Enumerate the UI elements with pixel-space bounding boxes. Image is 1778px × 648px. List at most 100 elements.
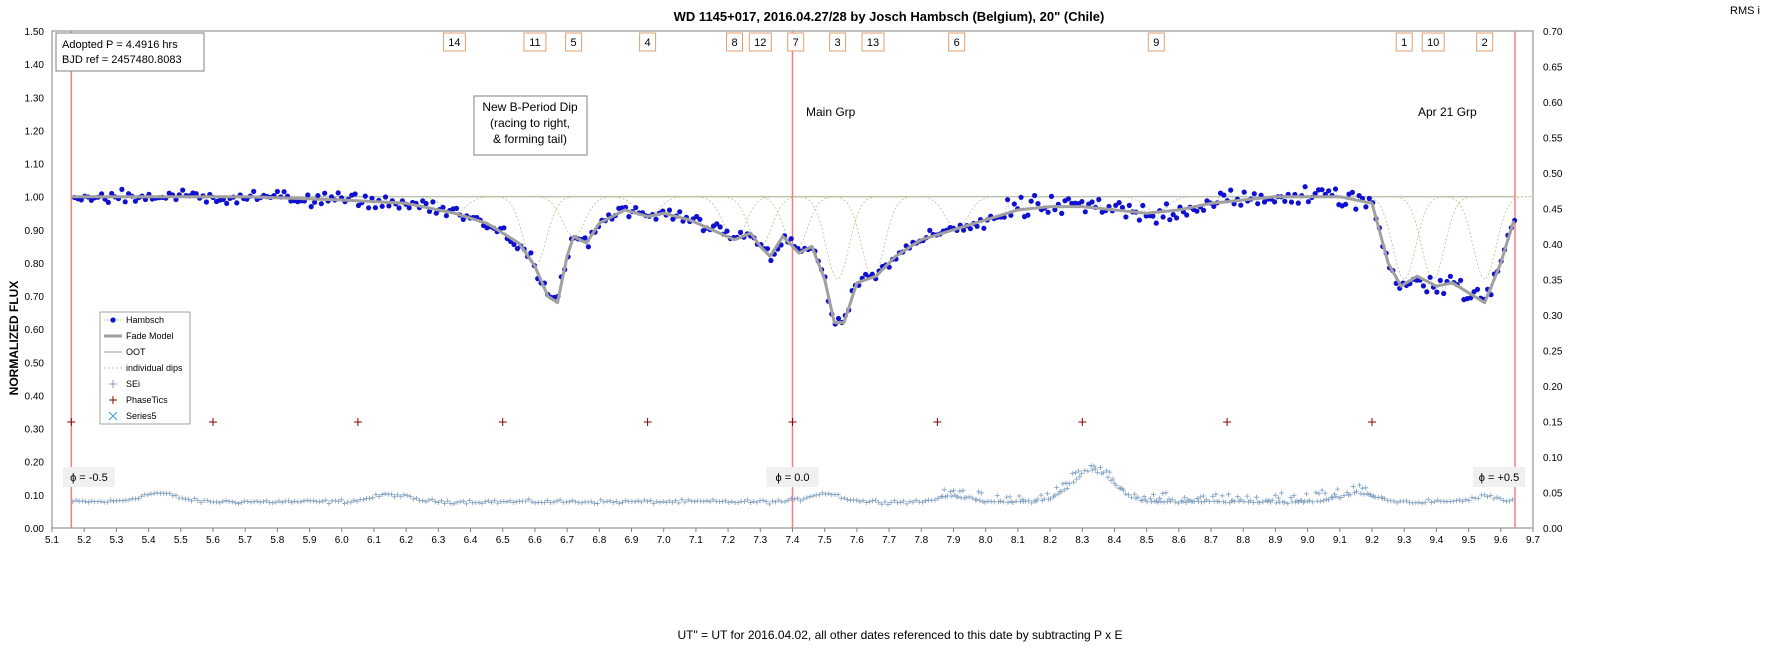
sei-marker: [1432, 499, 1437, 505]
hambsch-point: [981, 225, 987, 231]
sei-marker: [389, 491, 394, 497]
hambsch-point: [1028, 198, 1034, 204]
sei-marker: [485, 498, 491, 504]
legend-series5: Series5: [108, 411, 157, 421]
sei-marker: [301, 498, 307, 504]
sei-marker: [423, 499, 429, 505]
sei-marker: [804, 495, 810, 501]
legend: Hambsch Fade Model OOT individual dips S…: [99, 311, 191, 425]
x-tick-label: 7.0: [657, 535, 671, 546]
hambsch-point: [1255, 201, 1261, 207]
x-tick-label: 8.5: [1140, 535, 1154, 546]
sei-marker: [457, 499, 463, 505]
sei-marker: [426, 497, 432, 503]
sei-marker: [1047, 496, 1053, 502]
sei-marker: [869, 498, 875, 504]
sei-marker: [126, 497, 132, 503]
sei-marker: [523, 498, 529, 504]
sei-marker: [104, 499, 110, 505]
sei-marker: [235, 500, 241, 506]
sei-marker: [1061, 487, 1067, 493]
sei-marker: [542, 500, 547, 506]
sei-marker: [935, 495, 941, 501]
sei-marker: [1354, 489, 1359, 495]
sei-marker: [79, 498, 85, 504]
x-tick-label: 9.2: [1365, 535, 1379, 546]
dip-label: 14: [448, 37, 460, 49]
legend-label-sei: SEi: [126, 379, 140, 389]
sei-marker: [882, 499, 888, 505]
hambsch-point: [974, 223, 980, 229]
sei-marker: [673, 498, 679, 504]
dip-label-box: [748, 32, 772, 52]
y2-axis-title: RMS i: [1730, 5, 1760, 17]
sei-marker: [1335, 486, 1341, 492]
main-grp-annotation: Main Grp: [806, 105, 856, 119]
x-tick-label: 6.0: [335, 535, 349, 546]
sei-marker: [379, 492, 385, 498]
phase-tic: [353, 418, 362, 426]
sei-marker: [1435, 497, 1441, 503]
x-tick-labels: 5.1 5.2 5.3 5.4 5.5 5.6 5.7 5.8 5.9 6.0 6.1 6.2 6.3 6…: [45, 535, 1540, 546]
x-tick-label: 9.1: [1333, 535, 1347, 546]
sei-marker: [404, 493, 410, 498]
y2-tick-label: 0.00: [1543, 524, 1563, 535]
y2-tick-label: 0.60: [1543, 98, 1563, 109]
hambsch-point: [109, 190, 115, 197]
hambsch-point: [1167, 217, 1173, 223]
sei-marker: [1307, 498, 1313, 504]
y-tick-label: 0.70: [25, 292, 45, 303]
x-tick-label: 7.6: [850, 535, 864, 546]
sei-marker: [451, 501, 457, 507]
x-tick-label: 9.6: [1494, 535, 1508, 546]
sei-marker: [223, 498, 229, 504]
hambsch-point: [1228, 187, 1234, 193]
x-tick-label: 5.3: [109, 535, 123, 546]
sei-marker: [760, 497, 766, 503]
sei-marker: [257, 499, 263, 505]
hambsch-point: [251, 188, 257, 194]
x-tick-label: 6.2: [399, 535, 413, 546]
sei-marker: [1132, 491, 1138, 497]
sei-marker: [1320, 498, 1326, 504]
sei-marker: [969, 495, 975, 501]
legend-label-hambsch: Hambsch: [126, 315, 164, 325]
sei-marker: [888, 500, 894, 505]
hambsch-point: [1258, 192, 1264, 198]
sei-marker: [798, 498, 804, 504]
sei-marker: [1510, 497, 1516, 503]
sei-marker: [1182, 495, 1188, 500]
sei-marker: [991, 499, 997, 505]
x-tick-label: 5.7: [238, 535, 252, 546]
sei-marker: [723, 498, 729, 504]
sei-marker: [1076, 468, 1081, 474]
hambsch-point: [1366, 195, 1372, 202]
hambsch-point: [1045, 209, 1051, 215]
dip-label-box: [861, 32, 885, 52]
hambsch-point: [1447, 273, 1453, 279]
hambsch-point: [386, 203, 392, 209]
new-dip-line-2: (racing to right,: [490, 116, 570, 130]
sei-marker: [86, 499, 91, 505]
hambsch-point: [122, 199, 128, 205]
sei-marker: [401, 492, 407, 498]
hambsch-point: [440, 204, 446, 210]
hambsch-point: [1420, 283, 1426, 289]
sei-marker: [782, 499, 788, 505]
sei-marker: [567, 499, 572, 505]
y2-tick-label: 0.30: [1543, 311, 1563, 322]
sei-marker: [791, 496, 797, 502]
sei-marker: [573, 499, 579, 505]
sei-marker: [151, 491, 157, 496]
sei-marker: [214, 499, 220, 505]
y-tick-label: 1.20: [25, 126, 45, 137]
hambsch-point: [430, 199, 436, 205]
hambsch-point: [460, 216, 466, 222]
sei-marker: [679, 497, 685, 502]
sei-marker: [910, 499, 916, 505]
sei-marker: [195, 497, 201, 503]
hambsch-point: [1424, 289, 1430, 295]
sei-marker: [685, 497, 691, 503]
x-tick-label: 7.2: [721, 535, 735, 546]
sei-marker: [863, 500, 869, 506]
